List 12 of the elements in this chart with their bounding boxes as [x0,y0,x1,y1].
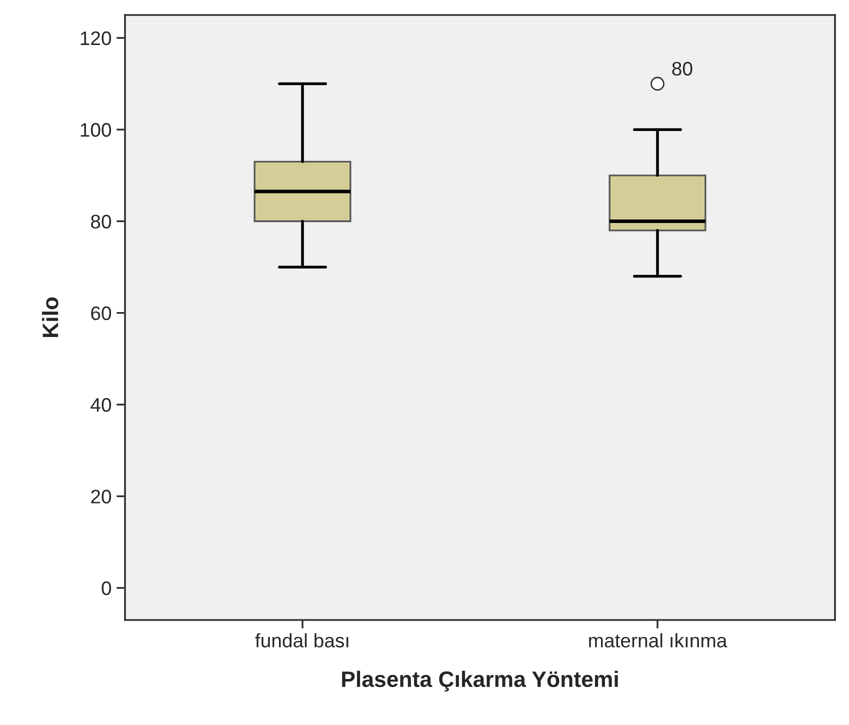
y-tick-label: 60 [91,306,112,320]
annotation: 80 [672,62,692,76]
y-axis-title: Kilo [42,297,58,337]
y-tick-label: 20 [91,490,112,504]
x-tick-label: fundal bası [255,633,348,648]
y-tick-label: 120 [80,31,112,46]
y-tick-label: 100 [80,123,112,137]
x-axis-title: Plasenta Çıkarma Yöntemi [342,670,618,692]
y-tick-label: 0 [102,581,112,596]
x-tick-label: maternal ıkınma [589,633,728,648]
y-tick-label: 80 [91,214,112,228]
y-tick-label: 40 [90,398,112,412]
